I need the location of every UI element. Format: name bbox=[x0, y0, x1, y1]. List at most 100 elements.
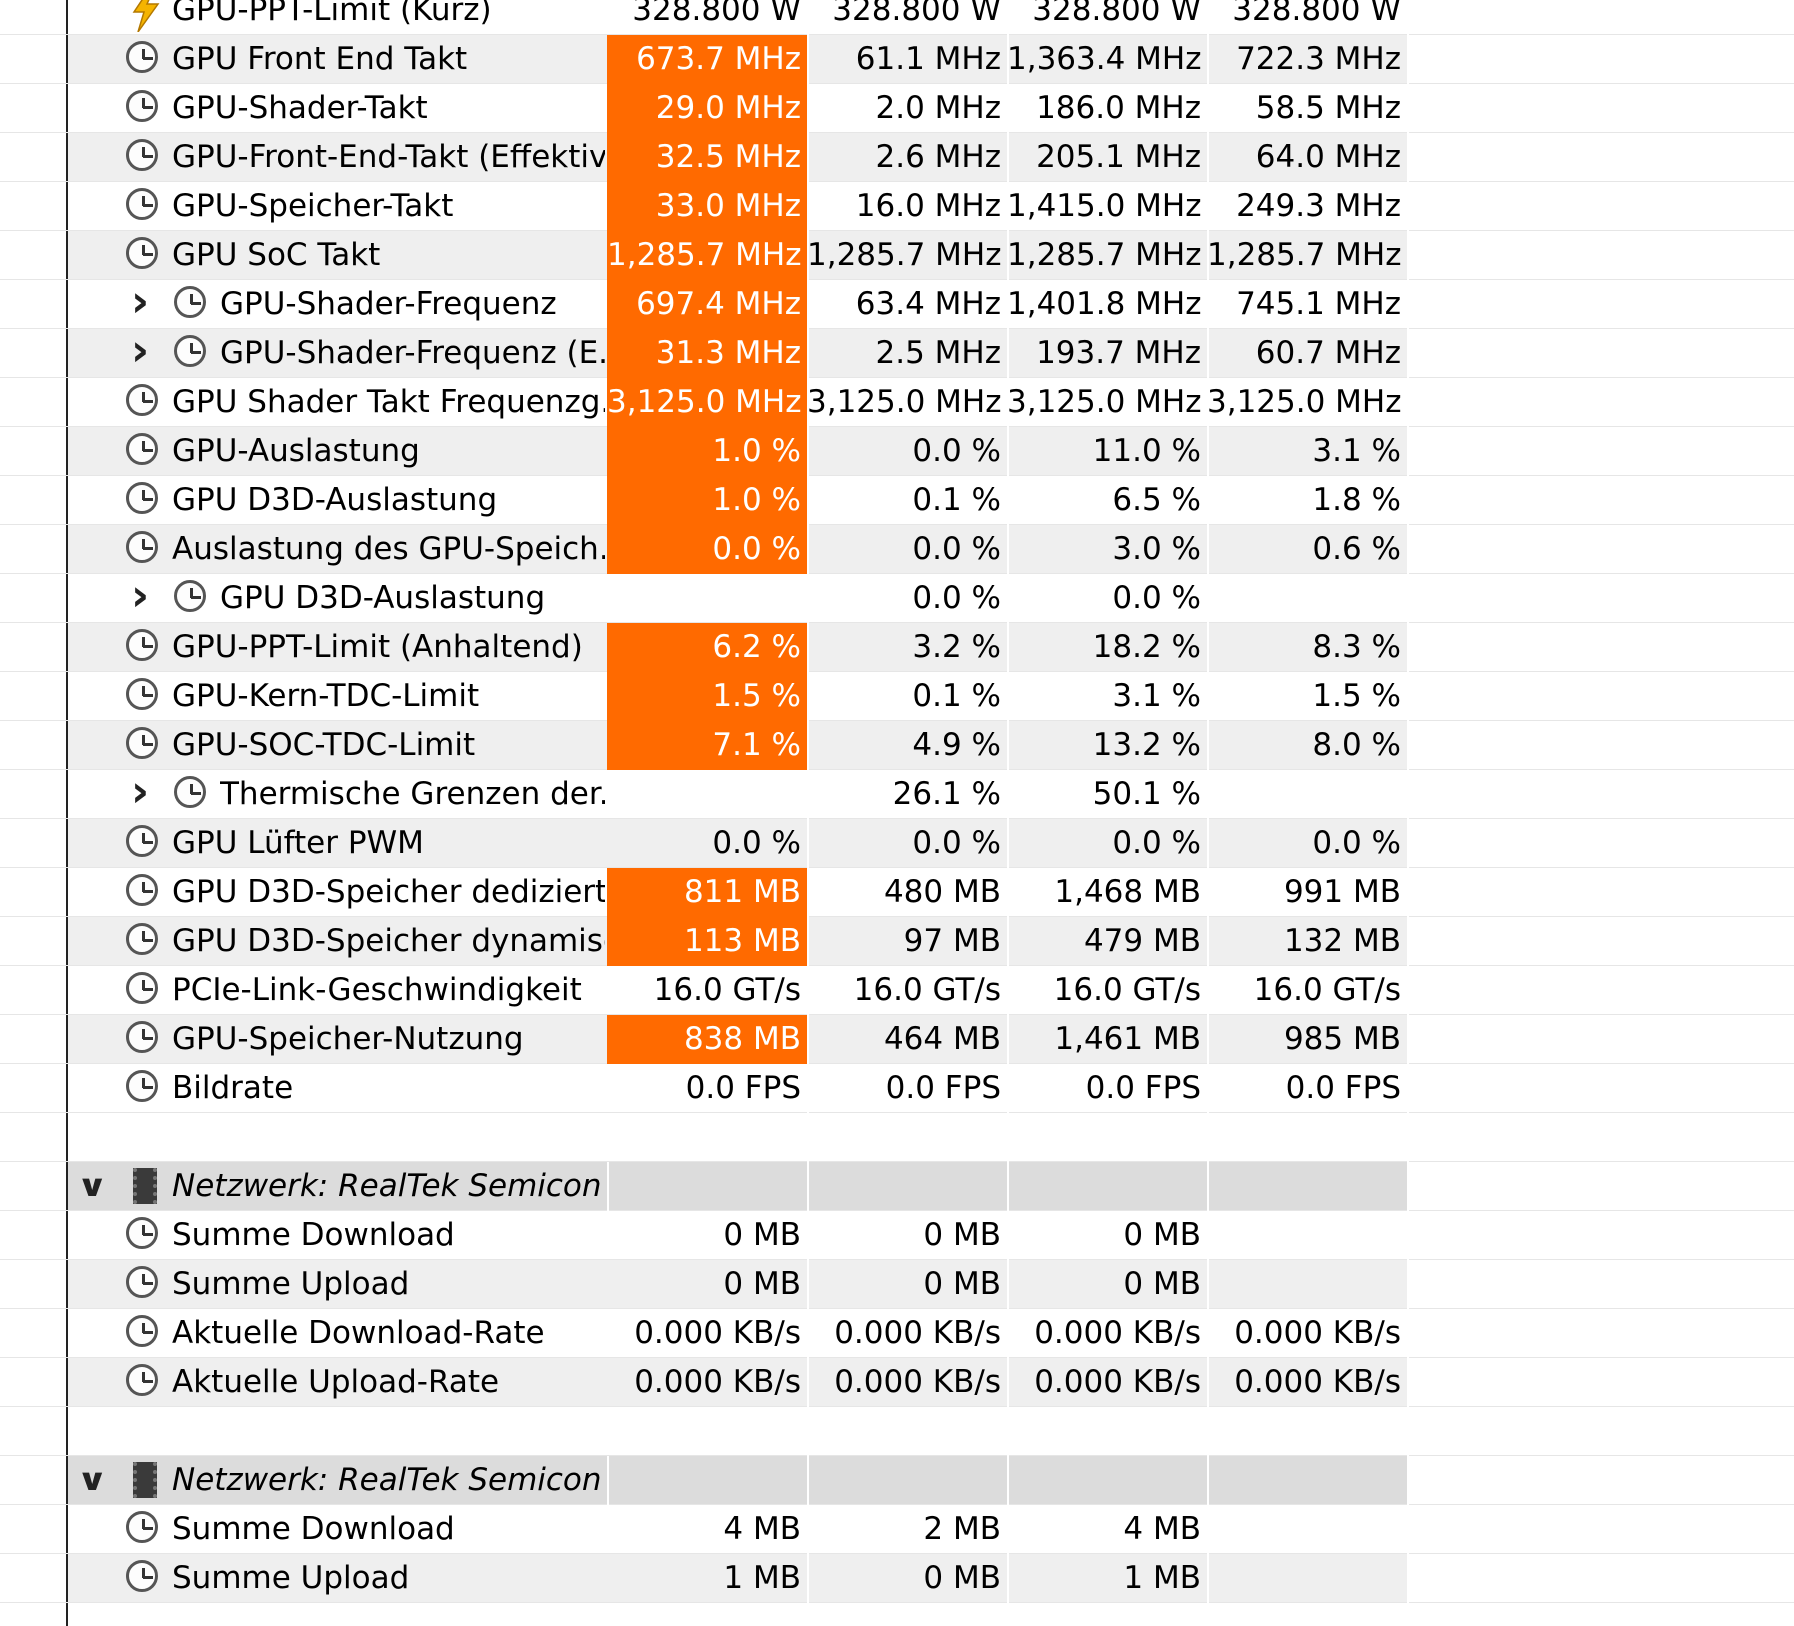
sensor-row[interactable]: GPU-Front-End-Takt (Effektiv) 32.5 MHz 2.6… bbox=[0, 133, 1794, 182]
sensor-label: GPU D3D-Auslastung bbox=[172, 482, 498, 518]
sensor-label: GPU D3D-Auslastung bbox=[220, 580, 546, 616]
value-current bbox=[607, 574, 807, 623]
sensor-row[interactable]: Summe Download 4 MB 2 MB 4 MB bbox=[0, 1505, 1794, 1554]
value-maximum: 1,285.7 MHz bbox=[1007, 237, 1202, 273]
column-divider bbox=[1007, 378, 1009, 427]
expand-chevron-icon[interactable]: › bbox=[131, 766, 150, 817]
column-divider bbox=[807, 574, 809, 623]
value-maximum: 0.0 FPS bbox=[1085, 1070, 1201, 1106]
sensor-row[interactable]: GPU-Shader-Takt 29.0 MHz 2.0 MHz 186.0 MHz 5… bbox=[0, 84, 1794, 133]
column-divider bbox=[807, 231, 809, 280]
sensor-row[interactable]: Aktuelle Upload-Rate 0.000 KB/s 0.000 KB/s… bbox=[0, 1358, 1794, 1407]
column-divider bbox=[807, 35, 809, 84]
column-divider bbox=[1407, 1015, 1409, 1064]
sensor-row[interactable]: PCIe-Link-Geschwindigkeit 16.0 GT/s 16.0 G… bbox=[0, 966, 1794, 1015]
column-divider bbox=[807, 623, 809, 672]
column-divider bbox=[1007, 1554, 1009, 1603]
value-maximum: 3,125.0 MHz bbox=[1007, 384, 1202, 420]
value-average: 16.0 GT/s bbox=[1253, 972, 1401, 1008]
column-divider bbox=[807, 1015, 809, 1064]
value-minimum: 480 MB bbox=[883, 874, 1001, 910]
column-divider bbox=[1407, 819, 1409, 868]
column-divider bbox=[807, 1505, 809, 1554]
sensor-row[interactable]: Bildrate 0.0 FPS 0.0 FPS 0.0 FPS 0.0 FPS bbox=[0, 1064, 1794, 1113]
column-divider bbox=[1007, 574, 1009, 623]
sensor-row[interactable]: Auslastung des GPU-Speich... 0.0 % 0.0 % 3.… bbox=[0, 525, 1794, 574]
clock-icon bbox=[174, 335, 210, 371]
sensor-row[interactable]: GPU-Speicher-Takt 33.0 MHz 16.0 MHz 1,415.0… bbox=[0, 182, 1794, 231]
column-divider bbox=[1007, 427, 1009, 476]
column-divider bbox=[1207, 721, 1209, 770]
column-divider bbox=[1207, 770, 1209, 819]
column-divider bbox=[807, 1260, 809, 1309]
group-header-row[interactable]: ∨ Netzwerk: RealTek Semicon... bbox=[0, 1162, 1794, 1211]
value-current: 697.4 MHz bbox=[607, 280, 807, 329]
clock-icon bbox=[126, 1217, 162, 1253]
column-divider bbox=[807, 476, 809, 525]
expand-chevron-icon[interactable]: › bbox=[131, 325, 150, 376]
value-maximum: 6.5 % bbox=[1112, 482, 1201, 518]
sensor-row[interactable]: GPU-Auslastung 1.0 % 0.0 % 11.0 % 3.1 % bbox=[0, 427, 1794, 476]
column-divider bbox=[1207, 672, 1209, 721]
sensor-row[interactable]: GPU Shader Takt Frequenzg... 3,125.0 MHz 3… bbox=[0, 378, 1794, 427]
column-divider bbox=[807, 1309, 809, 1358]
column-divider bbox=[1207, 525, 1209, 574]
sensor-row[interactable]: › GPU-Shader-Frequenz (E... 31.3 MHz 2.5 MH… bbox=[0, 329, 1794, 378]
column-divider bbox=[1207, 1358, 1209, 1407]
value-average: 8.3 % bbox=[1312, 629, 1401, 665]
clock-icon bbox=[126, 188, 162, 224]
clock-icon bbox=[126, 1266, 162, 1302]
sensor-row[interactable]: GPU Lüfter PWM 0.0 % 0.0 % 0.0 % 0.0 % bbox=[0, 819, 1794, 868]
value-current: 1 MB bbox=[723, 1560, 801, 1596]
sensor-row[interactable]: GPU Front End Takt 673.7 MHz 61.1 MHz 1,363… bbox=[0, 35, 1794, 84]
sensor-label: GPU-Shader-Frequenz (E... bbox=[220, 335, 605, 371]
sensor-row[interactable]: Aktuelle Download-Rate 0.000 KB/s 0.000 KB… bbox=[0, 1309, 1794, 1358]
value-maximum: 3.1 % bbox=[1112, 678, 1201, 714]
value-maximum: 328.800 W bbox=[1032, 0, 1201, 28]
value-maximum: 11.0 % bbox=[1092, 433, 1201, 469]
column-divider bbox=[1007, 182, 1009, 231]
sensor-row[interactable]: › GPU D3D-Auslastung 0.0 % 0.0 % bbox=[0, 574, 1794, 623]
expand-chevron-icon[interactable]: › bbox=[131, 276, 150, 327]
column-divider bbox=[807, 966, 809, 1015]
sensor-row[interactable]: GPU D3D-Speicher dediziert 811 MB 480 MB 1,… bbox=[0, 868, 1794, 917]
sensor-row[interactable]: Summe Download 0 MB 0 MB 0 MB bbox=[0, 1211, 1794, 1260]
column-divider bbox=[1207, 966, 1209, 1015]
collapse-chevron-icon[interactable]: ∨ bbox=[76, 1463, 109, 1498]
sensor-row[interactable]: GPU D3D-Auslastung 1.0 % 0.1 % 6.5 % 1.8 % bbox=[0, 476, 1794, 525]
value-current: 3,125.0 MHz bbox=[607, 378, 807, 427]
sensor-row[interactable]: GPU D3D-Speicher dynamisch 113 MB 97 MB 479… bbox=[0, 917, 1794, 966]
value-minimum: 2.0 MHz bbox=[875, 90, 1001, 126]
group-header-row[interactable]: ∨ Netzwerk: RealTek Semicon... bbox=[0, 1456, 1794, 1505]
expand-chevron-icon[interactable]: › bbox=[131, 570, 150, 621]
column-divider bbox=[807, 182, 809, 231]
value-maximum: 1,468 MB bbox=[1054, 874, 1201, 910]
value-minimum: 0.0 % bbox=[912, 825, 1001, 861]
sensor-row[interactable]: GPU SoC Takt 1,285.7 MHz 1,285.7 MHz 1,285.… bbox=[0, 231, 1794, 280]
clock-icon bbox=[126, 923, 162, 959]
sensor-row[interactable]: GPU-Kern-TDC-Limit 1.5 % 0.1 % 3.1 % 1.5 % bbox=[0, 672, 1794, 721]
value-maximum: 13.2 % bbox=[1092, 727, 1201, 763]
sensor-label: Summe Download bbox=[172, 1217, 455, 1253]
column-divider bbox=[807, 868, 809, 917]
sensor-row[interactable]: › Thermische Grenzen der... 26.1 % 50.1 % bbox=[0, 770, 1794, 819]
value-maximum: 205.1 MHz bbox=[1036, 139, 1201, 175]
sensor-row[interactable]: GPU-PPT-Limit (Kurz) 328.800 W 328.800 W 32… bbox=[0, 0, 1794, 35]
column-divider bbox=[1007, 525, 1009, 574]
sensor-row[interactable]: GPU-Speicher-Nutzung 838 MB 464 MB 1,461 MB… bbox=[0, 1015, 1794, 1064]
value-maximum: 186.0 MHz bbox=[1036, 90, 1201, 126]
value-average: 132 MB bbox=[1283, 923, 1401, 959]
sensor-row[interactable]: GPU-PPT-Limit (Anhaltend) 6.2 % 3.2 % 18.2 … bbox=[0, 623, 1794, 672]
sensor-row[interactable]: Summe Upload 1 MB 0 MB 1 MB bbox=[0, 1554, 1794, 1603]
group-title: Netzwerk: RealTek Semicon... bbox=[172, 1168, 602, 1204]
sensor-row[interactable]: Summe Upload 0 MB 0 MB 0 MB bbox=[0, 1260, 1794, 1309]
column-divider bbox=[1407, 0, 1409, 35]
sensor-row[interactable]: GPU-SOC-TDC-Limit 7.1 % 4.9 % 13.2 % 8.0 % bbox=[0, 721, 1794, 770]
collapse-chevron-icon[interactable]: ∨ bbox=[76, 1169, 109, 1204]
clock-icon bbox=[126, 727, 162, 763]
column-divider bbox=[1007, 770, 1009, 819]
column-divider bbox=[807, 1456, 809, 1505]
clock-icon bbox=[126, 41, 162, 77]
sensor-row[interactable]: › GPU-Shader-Frequenz 697.4 MHz 63.4 MHz 1,4… bbox=[0, 280, 1794, 329]
value-average: 0.000 KB/s bbox=[1234, 1315, 1401, 1351]
